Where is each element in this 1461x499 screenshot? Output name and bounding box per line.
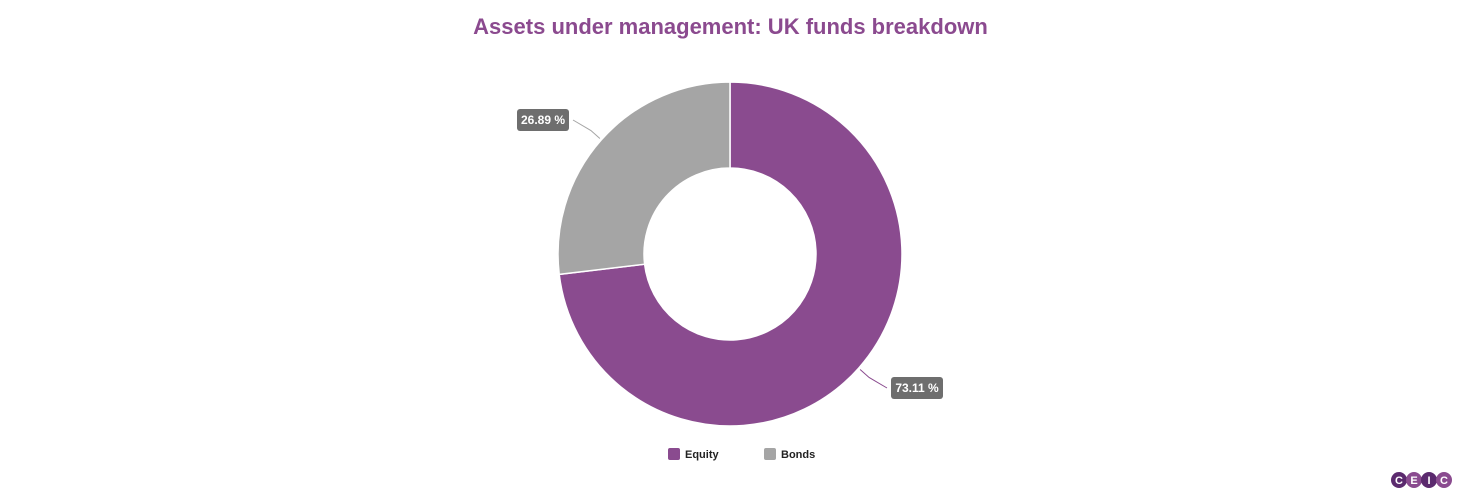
logo-circle bbox=[1391, 472, 1407, 488]
data-label-equity: 73.11 % bbox=[895, 381, 939, 395]
data-label-bonds: 26.89 % bbox=[521, 113, 565, 127]
slices-layer bbox=[557, 81, 903, 427]
logo-letter: E bbox=[1410, 475, 1417, 487]
slice-equity bbox=[558, 81, 903, 427]
leader-line-bonds bbox=[572, 119, 601, 139]
logo-circle bbox=[1406, 472, 1422, 488]
logo-circle bbox=[1436, 472, 1452, 488]
legend-label-bonds: Bonds bbox=[781, 449, 815, 461]
data-label-box-bonds bbox=[517, 109, 569, 131]
logo-letter: C bbox=[1440, 475, 1448, 487]
data-label-box-equity bbox=[891, 377, 943, 399]
legend-label-equity: Equity bbox=[685, 449, 719, 461]
logo-circle bbox=[1421, 472, 1437, 488]
chart-title: Assets under management: UK funds breakd… bbox=[473, 14, 988, 39]
leader-line-equity bbox=[859, 369, 888, 389]
data-labels-layer: 73.11 % 26.89 % bbox=[517, 109, 943, 399]
logo-letter: C bbox=[1395, 475, 1403, 487]
logo-letter: I bbox=[1427, 475, 1430, 487]
legend-swatch-equity bbox=[668, 448, 680, 460]
legend-swatch-bonds bbox=[764, 448, 776, 460]
slice-bonds bbox=[557, 81, 731, 276]
legend: Equity Bonds bbox=[668, 448, 815, 461]
